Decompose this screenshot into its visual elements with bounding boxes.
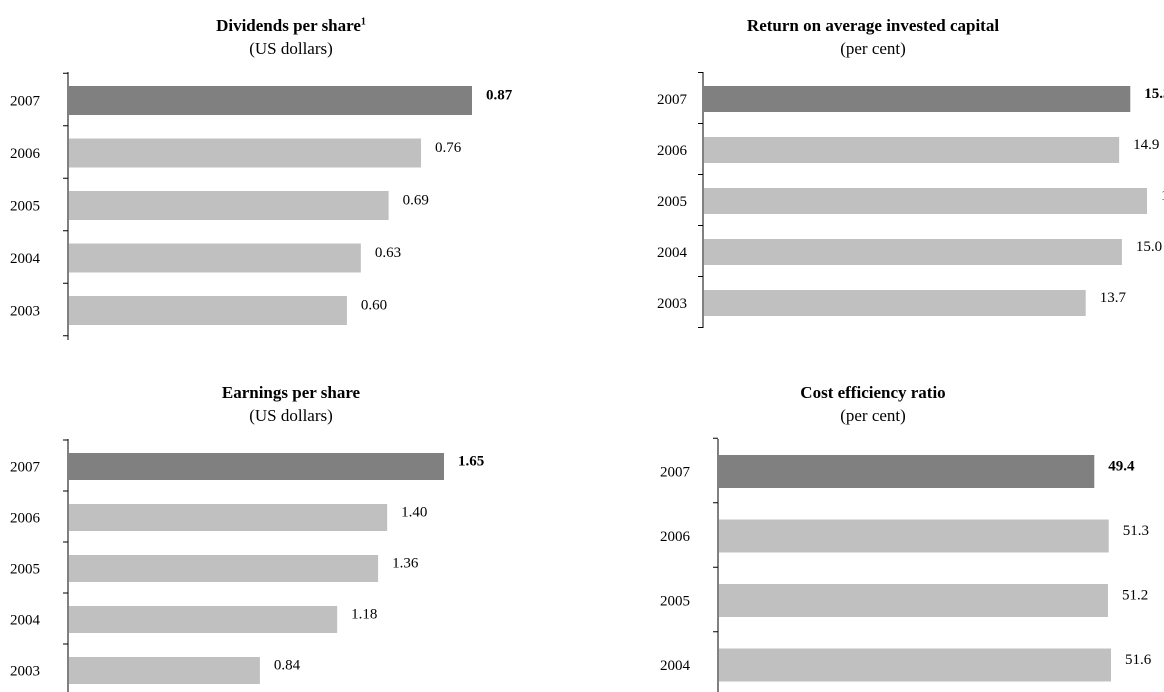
category-label-2003: 2003 (10, 664, 40, 680)
chart-title: Earnings per share (221, 383, 361, 402)
value-label-2006: 1.40 (401, 505, 427, 521)
bar-plot: 2007 49.4 2006 51.3 2005 51.2 2004 51.6 (660, 437, 1152, 692)
chart-title-text: Dividends per share (216, 16, 361, 35)
chart-title: Return on average invested capital (746, 16, 1000, 35)
chart-cost-efficiency-ratio: Cost efficiency ratio (per cent) 2007 49.… (582, 346, 1164, 692)
bar-2006 (69, 138, 422, 168)
category-label-2004: 2004 (657, 245, 688, 261)
bar-2005 (69, 191, 389, 220)
chart-subtitle: (US dollars) (249, 406, 333, 425)
bar-2005 (704, 188, 1147, 214)
category-label-2006: 2006 (10, 511, 41, 527)
chart-subtitle: (US dollars) (249, 39, 333, 58)
category-label-2005: 2005 (10, 199, 40, 215)
chart-title: Cost efficiency ratio (800, 383, 946, 402)
value-label-2005: 51.2 (1122, 588, 1148, 604)
value-label-2004: 15.0 (1136, 239, 1162, 255)
category-label-2005: 2005 (10, 562, 40, 578)
value-label-2007: 1.65 (458, 454, 484, 470)
category-label-2003: 2003 (657, 296, 687, 312)
bar-plot: 2007 0.87 2006 0.76 2005 0.69 2004 0.63 2003 0.60 (10, 72, 513, 340)
value-label-2003: 0.84 (274, 658, 301, 674)
value-label-2003: 13.7 (1100, 290, 1127, 306)
bar-plot: 2007 15.3 2006 14.9 2005 15.9 2004 15.0 2003 13.7 (657, 72, 1164, 328)
chart-title: Dividends per share1 (0, 16, 582, 36)
chart-subtitle: (per cent) (840, 406, 906, 425)
bar-2006 (69, 504, 388, 531)
value-label-2003: 0.60 (361, 298, 387, 314)
chart-return-on-invested-capital: Return on average invested capital (per … (582, 0, 1164, 346)
value-label-2005: 0.69 (403, 193, 429, 209)
value-label-2004: 1.18 (351, 607, 377, 623)
title-footnote: 1 (360, 16, 366, 28)
value-label-2006: 14.9 (1133, 137, 1159, 153)
category-label-2007: 2007 (10, 94, 41, 110)
category-label-2004: 2004 (660, 658, 691, 674)
bar-plot: 2007 1.65 2006 1.40 2005 1.36 2004 1.18 2003 0.84 (10, 439, 484, 692)
category-label-2003: 2003 (10, 304, 40, 320)
bar-2003 (69, 296, 347, 325)
category-label-2006: 2006 (10, 146, 41, 162)
value-label-2004: 0.63 (375, 245, 401, 261)
category-label-2007: 2007 (657, 92, 688, 108)
value-label-2007: 49.4 (1108, 459, 1135, 475)
bar-2004 (69, 243, 361, 273)
category-label-2005: 2005 (657, 194, 687, 210)
bar-2003 (69, 657, 260, 684)
bar-2004 (719, 648, 1111, 682)
value-label-2005: 15.9 (1161, 188, 1164, 204)
bar-2003 (704, 290, 1086, 316)
category-label-2005: 2005 (660, 594, 690, 610)
bar-2007 (69, 453, 444, 480)
category-label-2007: 2007 (660, 465, 691, 481)
value-label-2006: 0.76 (435, 140, 462, 156)
bar-2007 (69, 86, 472, 115)
value-label-2004: 51.6 (1125, 652, 1152, 668)
category-label-2006: 2006 (657, 143, 688, 159)
category-label-2004: 2004 (10, 251, 41, 267)
bar-2005 (69, 555, 379, 582)
category-label-2006: 2006 (660, 529, 691, 545)
bar-2006 (704, 137, 1120, 163)
chart-dividends-per-share: Dividends per share1 (US dollars) 2007 0.… (0, 0, 582, 346)
chart-earnings-per-share: Earnings per share (US dollars) 2007 1.65… (0, 346, 582, 692)
value-label-2007: 0.87 (486, 88, 513, 104)
category-label-2004: 2004 (10, 613, 41, 629)
value-label-2006: 51.3 (1123, 523, 1149, 539)
bar-2004 (704, 239, 1122, 265)
category-label-2007: 2007 (10, 460, 41, 476)
value-label-2007: 15.3 (1144, 86, 1164, 102)
value-label-2005: 1.36 (392, 556, 419, 572)
bar-2005 (719, 584, 1108, 617)
bar-2006 (719, 519, 1109, 553)
bar-2004 (69, 606, 338, 633)
chart-subtitle: (per cent) (840, 39, 906, 58)
bar-2007 (704, 86, 1131, 112)
bar-2007 (719, 455, 1095, 488)
